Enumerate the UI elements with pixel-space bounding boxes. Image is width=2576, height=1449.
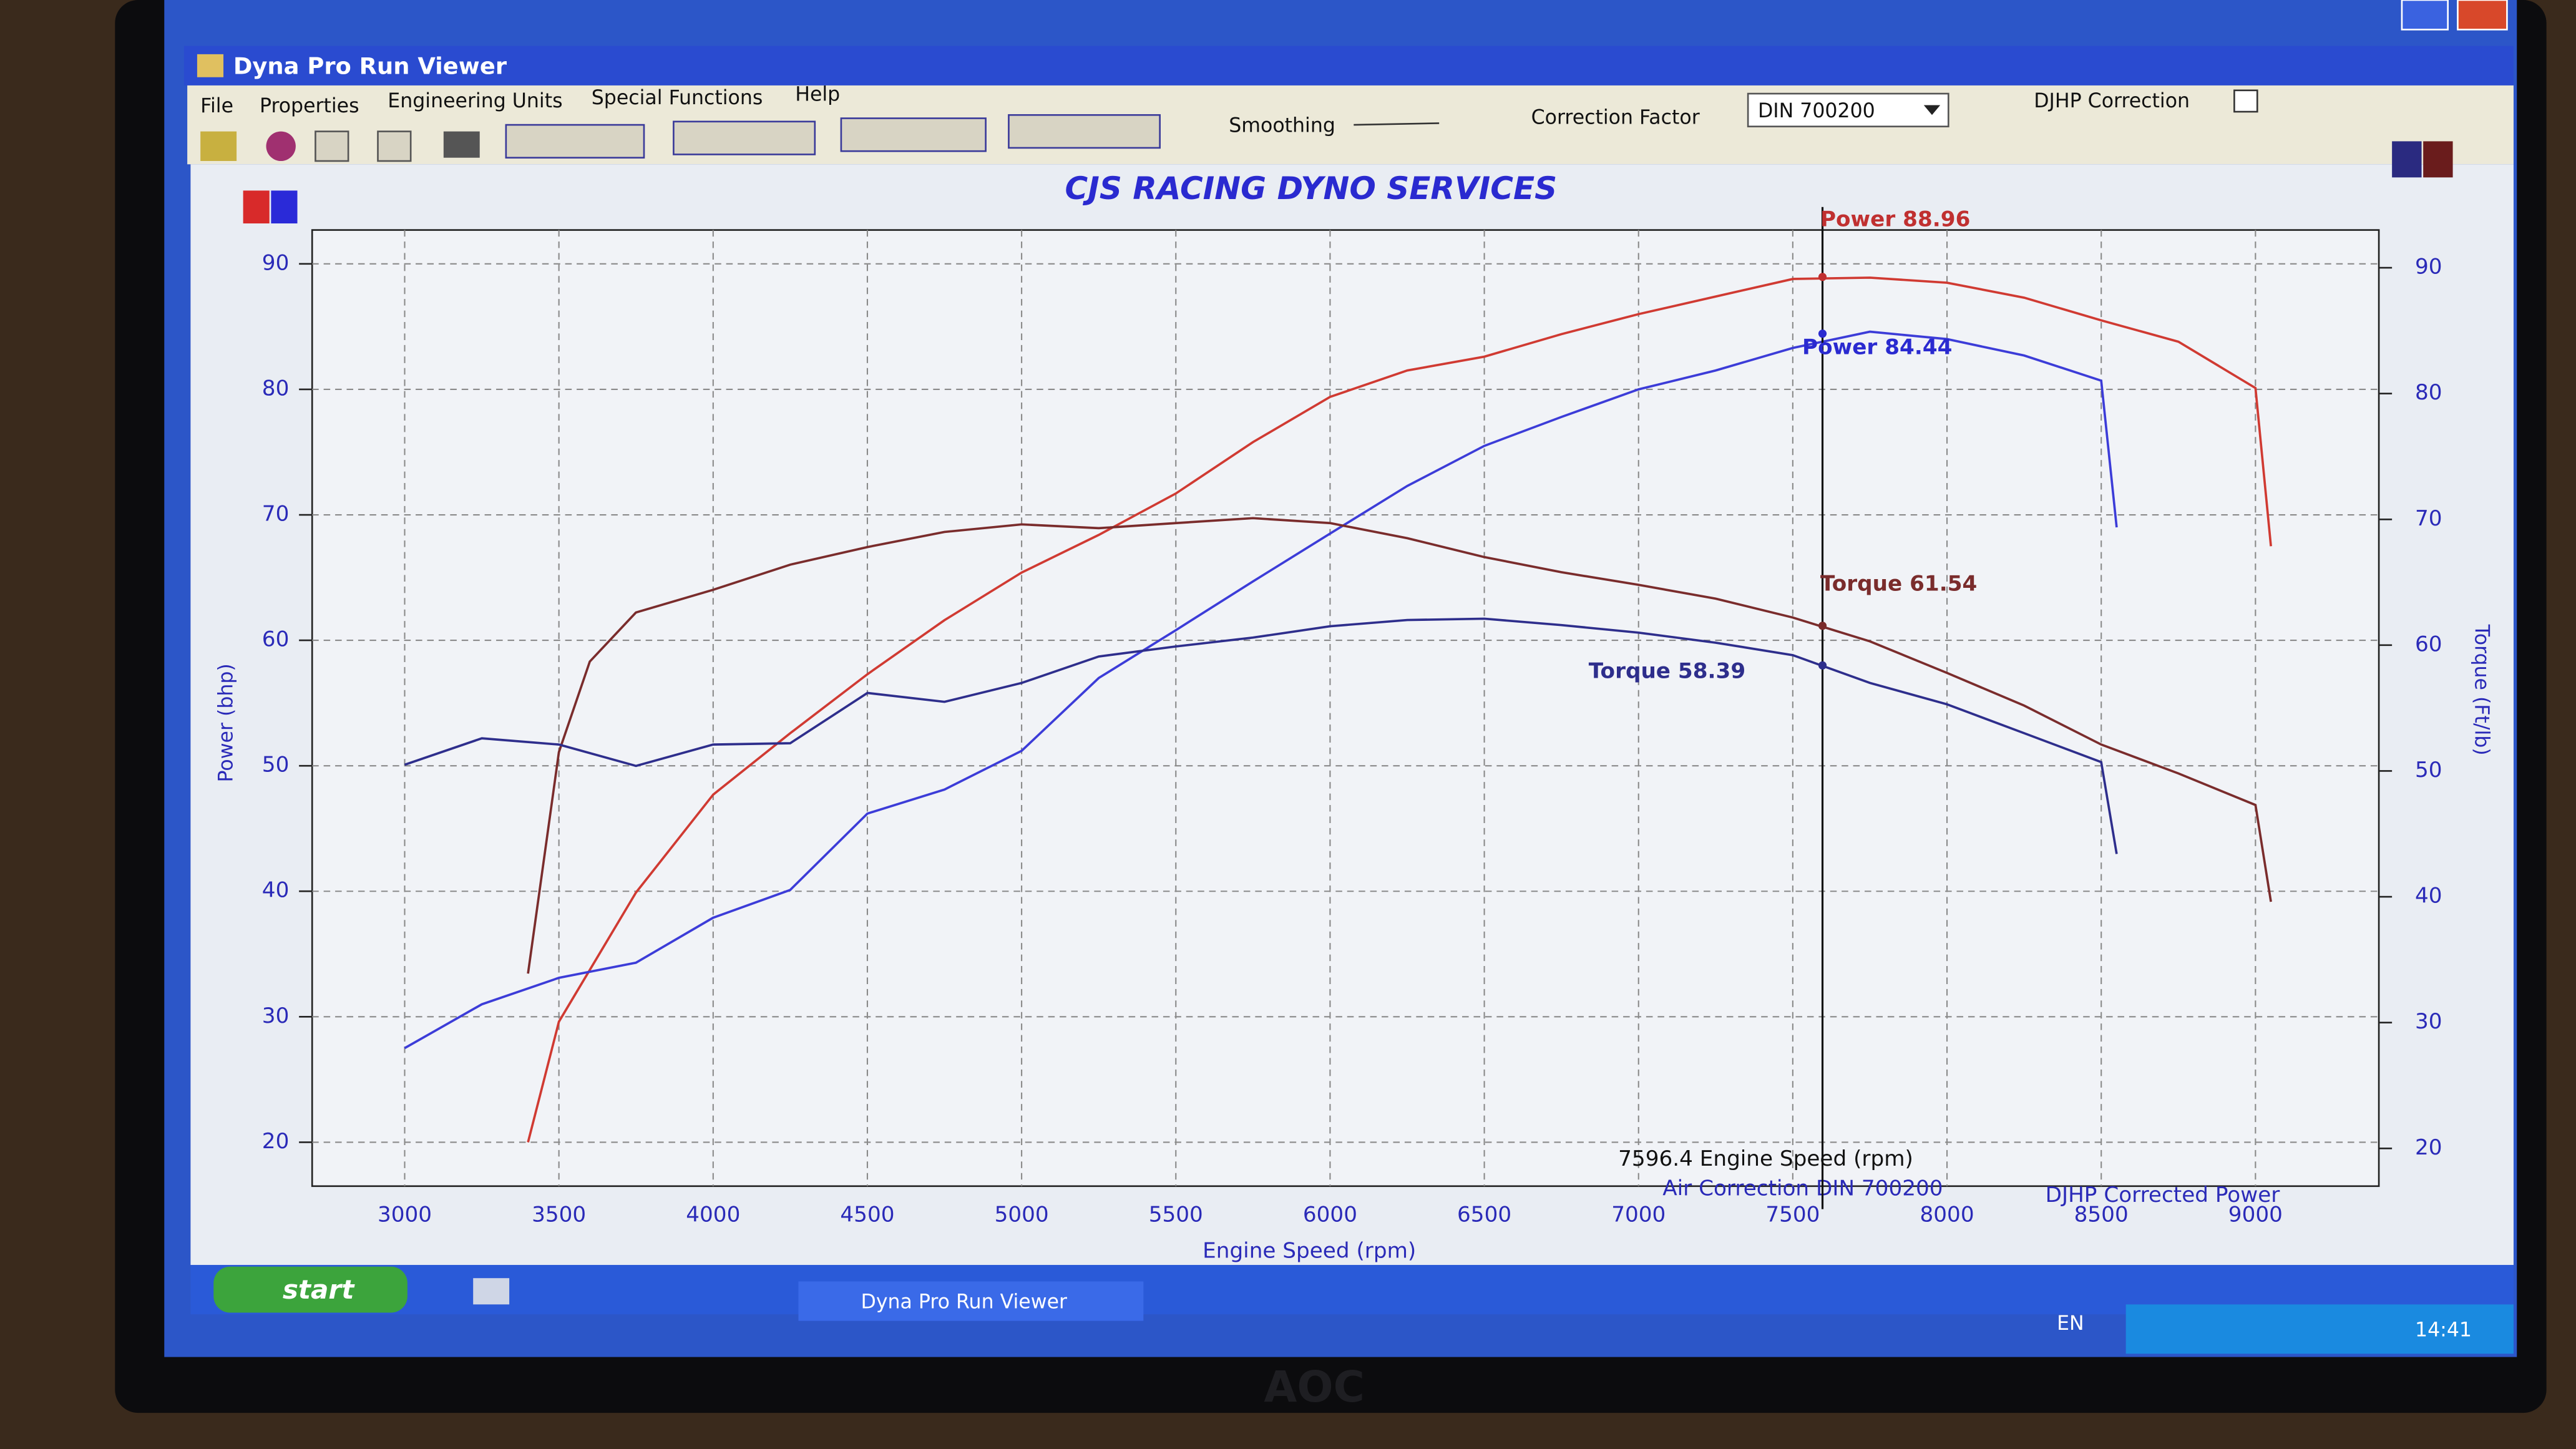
y-tick-label: 30 — [262, 1003, 290, 1028]
tool-button[interactable] — [266, 131, 296, 161]
correction-value: DIN 700200 — [1758, 100, 1875, 122]
tool-button[interactable] — [315, 130, 349, 162]
y-tick-label: 50 — [262, 753, 290, 778]
y-tick-label: 90 — [262, 250, 290, 275]
menu-item[interactable]: File — [200, 95, 233, 117]
tool-group[interactable] — [1008, 114, 1161, 149]
x-tick-label: 9000 — [2228, 1203, 2283, 1227]
toolbar-icons — [200, 114, 1161, 162]
curve — [404, 617, 2118, 854]
smoothing-slider[interactable] — [1354, 122, 1440, 126]
tool-button[interactable] — [443, 131, 480, 158]
swatch — [243, 190, 270, 224]
annotation: Torque 58.39 — [1589, 658, 1745, 683]
correction-factor-label: Correction Factor — [1531, 107, 1700, 129]
swatch — [2392, 141, 2422, 178]
x-tick-label: 5500 — [1149, 1203, 1203, 1227]
y-tick-label: 80 — [262, 376, 290, 401]
cursor-point — [1818, 329, 1827, 338]
annotation: Power 88.96 — [1820, 207, 1970, 232]
annotation: Power 84.44 — [1802, 335, 1952, 360]
curve — [527, 276, 2272, 1143]
tool-group[interactable] — [505, 124, 645, 159]
window-title: Dyna Pro Run Viewer — [233, 52, 507, 79]
swatch — [271, 190, 298, 224]
menu-item[interactable]: Properties — [260, 95, 359, 117]
language: EN — [2057, 1312, 2084, 1335]
y2-tick-label: 30 — [2415, 1009, 2442, 1034]
y2-tick-label: 80 — [2415, 380, 2442, 405]
monitor-brand: AOC — [1264, 1362, 1364, 1412]
correction-select[interactable] — [1747, 92, 1949, 128]
x-tick-label: 7500 — [1765, 1203, 1820, 1227]
task-label: Dyna Pro Run Viewer — [861, 1291, 1067, 1314]
y2-tick-label: 40 — [2415, 884, 2442, 909]
curve — [404, 330, 2118, 1050]
y2-tick-label: 50 — [2415, 758, 2442, 783]
y2-axis-label: Torque (Ft/lb) — [2470, 624, 2492, 756]
cursor-label: 7596.4 Engine Speed (rpm) — [1618, 1146, 1913, 1171]
x-tick-label: 7000 — [1611, 1203, 1666, 1227]
dropdown-arrow — [1923, 105, 1941, 115]
x-axis-label: Engine Speed (rpm) — [1203, 1239, 1416, 1264]
djhp-checkbox[interactable] — [2233, 89, 2258, 113]
quick-launch[interactable] — [473, 1278, 510, 1305]
tool-button[interactable] — [200, 131, 237, 161]
y-tick-label: 60 — [262, 627, 290, 652]
y-tick-label: 20 — [262, 1129, 290, 1154]
start-label: start — [283, 1274, 355, 1305]
x-tick-label: 6000 — [1303, 1203, 1357, 1227]
x-tick-label: 4000 — [686, 1203, 740, 1227]
y2-tick-label: 60 — [2415, 632, 2442, 656]
x-tick-label: 6500 — [1457, 1203, 1511, 1227]
y-tick-label: 70 — [262, 502, 290, 527]
tool-button[interactable] — [377, 130, 412, 162]
tool-group[interactable] — [840, 117, 987, 152]
system-tray — [2125, 1304, 2514, 1354]
x-tick-label: 4500 — [840, 1203, 894, 1227]
x-tick-label: 8000 — [1920, 1203, 1974, 1227]
plot-area — [311, 229, 2380, 1188]
restore-button[interactable] — [2401, 0, 2449, 31]
curve — [527, 517, 2272, 974]
x-tick-label: 3500 — [532, 1203, 586, 1227]
y-tick-label: 40 — [262, 878, 290, 903]
annotation: Torque 61.54 — [1820, 572, 1977, 597]
close-button[interactable] — [2457, 0, 2508, 31]
cursor-point — [1818, 622, 1827, 630]
footer-note: Air Correction DIN 700200 — [1662, 1176, 1943, 1201]
x-tick-label: 8500 — [2074, 1203, 2129, 1227]
clock: 14:41 — [2415, 1319, 2472, 1341]
y2-tick-label: 70 — [2415, 506, 2442, 531]
menu-item[interactable]: Special Functions — [592, 87, 763, 109]
menu-item[interactable]: Help — [795, 84, 840, 106]
x-tick-label: 5000 — [995, 1203, 1049, 1227]
cursor-point — [1818, 661, 1827, 670]
djhp-label: DJHP Correction — [2034, 90, 2190, 112]
footer-note: DJHP Corrected Power — [2046, 1183, 2281, 1208]
smoothing-label: Smoothing — [1229, 115, 1335, 137]
y2-tick-label: 20 — [2415, 1135, 2442, 1160]
y2-tick-label: 90 — [2415, 255, 2442, 280]
start-button[interactable] — [213, 1266, 407, 1313]
task-button[interactable] — [798, 1281, 1144, 1321]
chart-title: CJS RACING DYNO SERVICES — [1065, 170, 1558, 207]
title-bar — [183, 46, 2514, 85]
y-axis-label: Power (bhp) — [215, 663, 237, 782]
x-tick-label: 3000 — [378, 1203, 432, 1227]
swatch — [2423, 141, 2453, 178]
menu-item[interactable]: Engineering Units — [388, 90, 562, 112]
tool-group[interactable] — [673, 120, 816, 155]
app-icon — [197, 54, 224, 77]
cursor-point — [1818, 273, 1827, 281]
